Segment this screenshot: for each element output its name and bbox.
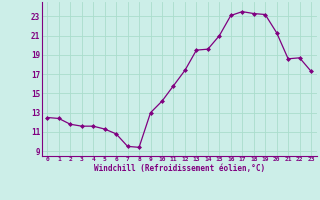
X-axis label: Windchill (Refroidissement éolien,°C): Windchill (Refroidissement éolien,°C) [94,164,265,173]
